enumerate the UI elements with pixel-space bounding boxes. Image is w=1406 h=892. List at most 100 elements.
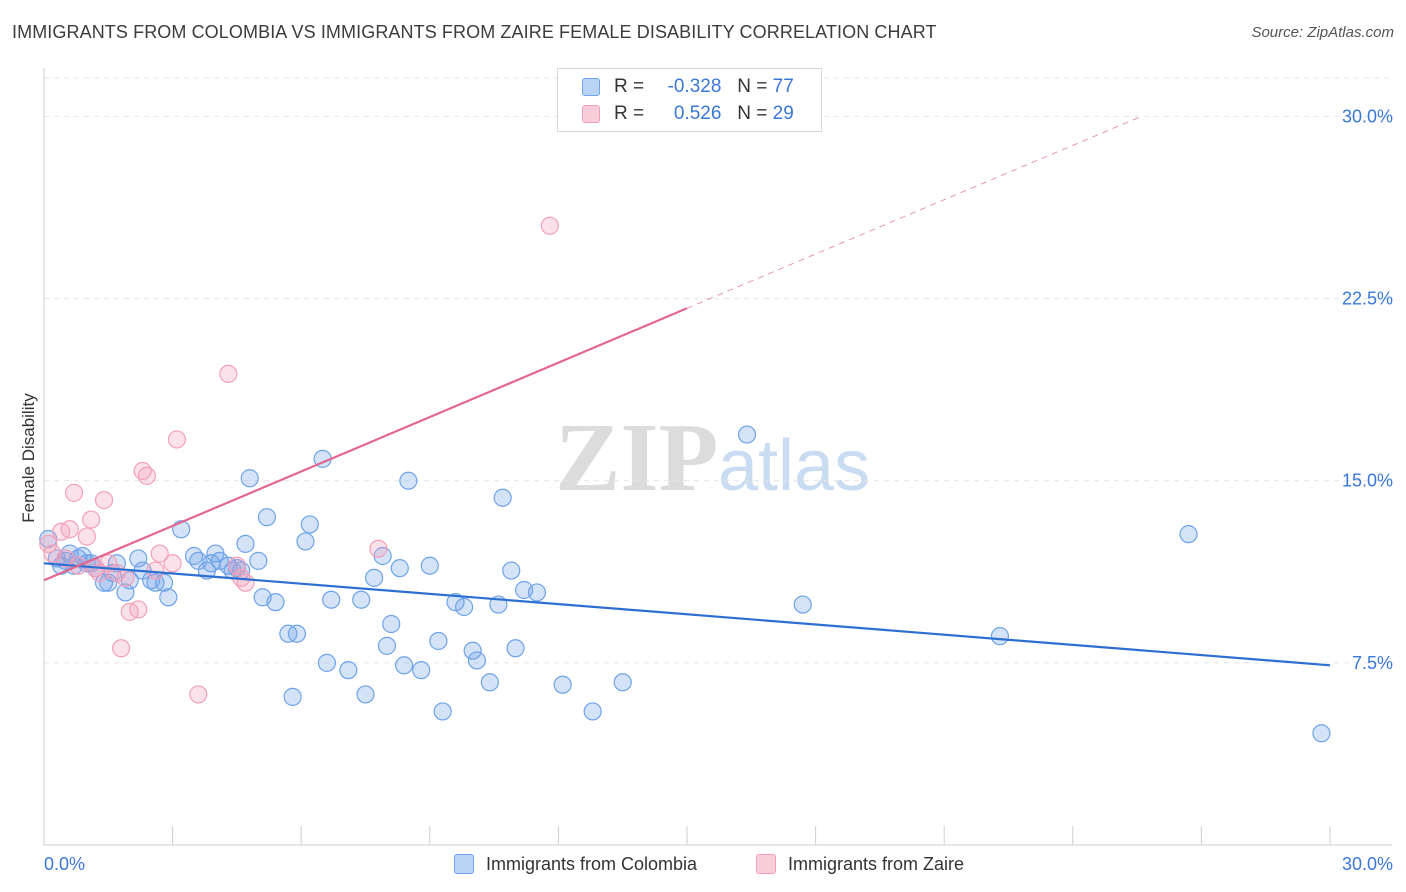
bottom-swatch-colombia <box>454 854 474 874</box>
point-colombia <box>257 508 277 527</box>
point-zaire <box>77 527 96 546</box>
point-colombia <box>463 641 482 660</box>
point-colombia <box>283 687 302 706</box>
legend-r-label: R = <box>614 76 645 97</box>
point-colombia <box>364 568 384 587</box>
legend-swatch-colombia <box>582 78 600 96</box>
legend-swatch-zaire <box>582 105 600 123</box>
point-colombia <box>446 593 465 612</box>
point-colombia <box>412 661 431 680</box>
point-zaire <box>129 600 148 619</box>
point-zaire <box>112 639 131 658</box>
watermark-zip: ZIP <box>555 404 718 512</box>
point-zaire <box>94 491 114 510</box>
point-colombia <box>553 675 572 694</box>
point-zaire <box>60 520 79 539</box>
point-zaire <box>167 430 186 449</box>
trendline-zaire <box>43 307 688 582</box>
x-ticks <box>172 826 1331 845</box>
point-colombia <box>467 651 487 670</box>
point-colombia <box>429 631 448 651</box>
point-colombia <box>300 515 319 534</box>
y-tick-label: 22.5% <box>1342 289 1393 309</box>
point-colombia <box>210 551 229 570</box>
point-colombia <box>390 559 409 578</box>
point-zaire <box>150 544 169 563</box>
point-colombia <box>339 661 358 680</box>
bottom-legend-label-zaire: Immigrants from Zaire <box>788 853 965 874</box>
watermark-atlas: atlas <box>718 426 870 506</box>
y-tick-label: 30.0% <box>1342 106 1393 126</box>
point-colombia <box>240 469 259 488</box>
point-colombia <box>296 532 315 551</box>
point-zaire <box>64 483 84 502</box>
point-colombia <box>129 549 148 568</box>
trendlines <box>43 115 1331 667</box>
point-zaire <box>236 573 255 592</box>
legend-colombia-n: 77 <box>772 76 794 97</box>
x-tick-label-min: 0.0% <box>44 854 85 874</box>
legend-n-label: N = <box>737 103 768 124</box>
point-colombia <box>1312 724 1331 743</box>
point-colombia <box>613 673 632 692</box>
point-colombia <box>356 685 375 704</box>
x-tick-label-max: 30.0% <box>1342 854 1393 874</box>
legend-r-label: R = <box>614 103 645 124</box>
point-zaire <box>39 534 58 553</box>
point-colombia <box>527 583 547 602</box>
point-colombia <box>506 639 525 658</box>
legend-zaire-r: 0.526 <box>673 103 722 124</box>
point-zaire <box>219 364 238 383</box>
y-tick-label: 15.0% <box>1342 471 1393 491</box>
legend-zaire-n: 29 <box>772 103 794 124</box>
point-colombia <box>249 551 268 570</box>
point-zaire <box>189 685 208 704</box>
point-colombia <box>322 590 341 609</box>
point-colombia <box>1179 525 1198 544</box>
point-colombia <box>454 597 474 617</box>
point-colombia <box>116 583 135 602</box>
bottom-legend-zaire: Immigrants from Zaire <box>756 852 964 876</box>
bottom-legend-label-colombia: Immigrants from Colombia <box>486 853 698 874</box>
point-zaire <box>82 510 101 529</box>
point-colombia <box>399 471 418 490</box>
point-colombia <box>480 673 499 692</box>
point-colombia <box>420 556 439 575</box>
legend-row-zaire: R = 0.526 N = 29 <box>582 101 794 127</box>
point-colombia <box>394 656 414 675</box>
trendline-zaire-extension <box>686 115 1142 309</box>
point-colombia <box>352 590 371 609</box>
chart-title: IMMIGRANTS FROM COLOMBIA VS IMMIGRANTS F… <box>12 22 937 42</box>
point-zaire <box>163 554 182 573</box>
point-zaire <box>540 216 559 235</box>
point-colombia <box>287 624 307 643</box>
point-zaire <box>227 556 246 575</box>
point-colombia <box>236 534 255 553</box>
point-colombia <box>433 702 452 721</box>
point-zaire <box>137 466 156 485</box>
point-colombia <box>377 636 397 655</box>
y-axis-label: Female Disability <box>19 393 38 523</box>
point-colombia <box>317 653 337 672</box>
point-colombia <box>266 593 285 612</box>
point-zaire <box>116 568 135 587</box>
series-zaire-points <box>39 216 559 704</box>
bottom-legend-colombia: Immigrants from Colombia <box>454 852 697 876</box>
bottom-swatch-zaire <box>756 854 776 874</box>
point-colombia <box>502 561 521 580</box>
point-colombia <box>382 614 401 634</box>
chart-source: Source: ZipAtlas.com <box>1251 24 1394 41</box>
point-colombia <box>737 425 757 444</box>
point-colombia <box>990 627 1010 646</box>
legend-n-label: N = <box>737 76 768 97</box>
point-colombia <box>159 588 178 607</box>
y-tick-label: 7.5% <box>1352 653 1393 673</box>
trendline-colombia <box>43 562 1331 667</box>
legend-colombia-r: -0.328 <box>667 76 722 97</box>
point-colombia <box>793 595 812 614</box>
correlation-legend: R = -0.328 N = 77 R = 0.526 N = 29 <box>557 68 822 132</box>
legend-row-colombia: R = -0.328 N = 77 <box>582 74 794 100</box>
point-colombia <box>583 702 602 721</box>
y-tick-labels: 7.5% 15.0% 22.5% 30.0% <box>1342 106 1393 672</box>
